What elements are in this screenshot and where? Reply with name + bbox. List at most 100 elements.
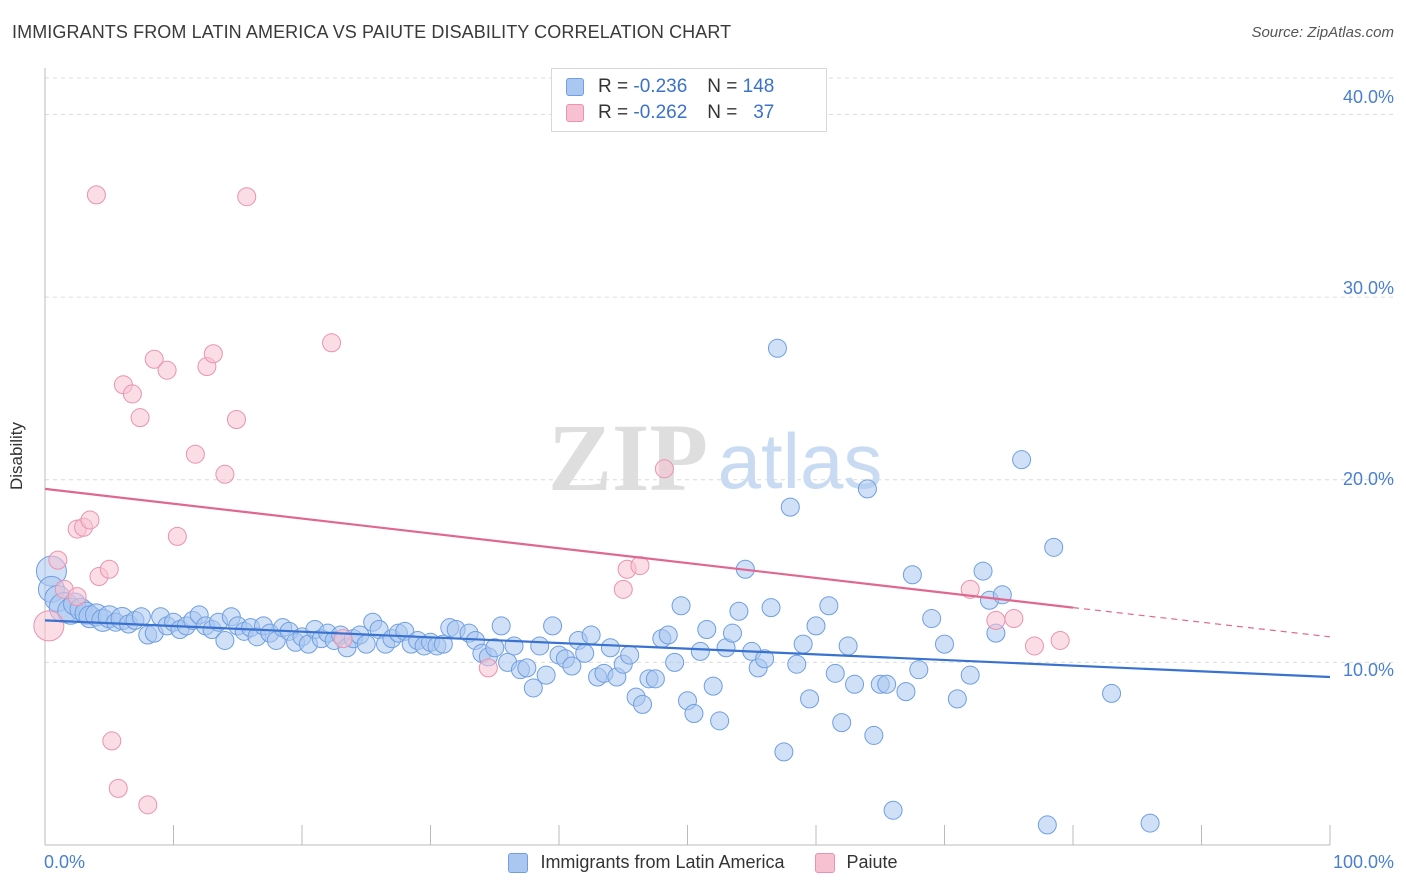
data-point [356,634,376,654]
data-point [433,634,453,654]
data-point [530,636,550,656]
legend-row-paiute: R = -0.262 N = 37 [566,102,774,124]
data-point [922,609,942,629]
data-point [478,658,498,678]
data-point [935,634,954,654]
legend-r-label: R = [598,102,629,123]
data-point [536,665,556,685]
data-point [1044,537,1064,557]
trend-lines [44,487,1331,679]
data-point [645,669,665,689]
data-point [864,725,884,745]
bottom-legend: Immigrants from Latin America Paiute [0,852,1406,873]
data-point [575,643,595,663]
legend-r-value: -0.262 [633,102,688,123]
bottom-legend-immigrants: Immigrants from Latin America [508,852,785,873]
data-point [697,620,717,640]
data-point [86,185,106,205]
y-tick-20: 20.0% [1342,469,1394,489]
legend-n-label: N = [707,102,738,123]
data-point [877,674,897,694]
bottom-legend-swatch-blue [508,852,529,873]
data-point [122,384,142,404]
chart-title: IMMIGRANTS FROM LATIN AMERICA VS PAIUTE … [12,22,732,42]
data-point [1024,636,1044,656]
data-point [322,333,342,353]
data-point [517,658,537,678]
trend-line-dashed-1 [1072,606,1331,638]
data-point [185,444,205,464]
data-point [138,795,158,815]
data-point [67,587,87,607]
y-tick-30: 30.0% [1342,278,1394,298]
data-point [620,645,640,665]
bottom-legend-paiute: Paiute [814,852,898,873]
data-point [710,711,730,731]
data-point [237,187,257,207]
data-point [806,616,826,636]
data-point [130,408,150,428]
data-point [947,689,967,709]
data-point [504,636,524,656]
legend-r-label: R = [598,76,629,97]
legend-n-value: 148 [742,76,775,97]
data-point [215,464,235,484]
data-point [157,360,177,380]
watermark-atlas: atlas [718,417,883,505]
data-point [1050,630,1070,650]
data-point [774,742,794,762]
data-point [108,778,128,798]
data-point [671,596,691,616]
legend-row-immigrants: R = -0.236 N = 148 [566,76,774,98]
data-point [1012,450,1032,470]
data-point [633,694,653,714]
data-point [883,800,903,820]
series-immigrants-points [35,338,1160,835]
data-point [48,550,68,570]
data-point [523,678,543,698]
data-point [581,625,601,645]
x-tick-max: 100.0% [1332,852,1394,872]
legend-n-label: N = [707,76,738,97]
data-point [729,601,749,621]
stats-legend: R = -0.236 N = 148 R = -0.262 N = 37 [551,68,827,132]
data-point [780,497,800,517]
data-point [491,616,511,636]
data-point [613,579,633,599]
legend-r-value: -0.236 [633,76,688,97]
data-point [787,654,807,674]
data-point [909,660,929,680]
x-tick-min: 0.0% [44,852,86,872]
data-point [819,596,839,616]
data-point [203,344,223,364]
source-label: Source: ZipAtlas.com [1251,24,1394,41]
data-point [1102,683,1122,703]
data-point [973,561,993,581]
data-point [960,665,980,685]
data-point [543,616,563,636]
series-paiute-points [33,185,1070,815]
data-point [832,713,852,733]
legend-swatch-blue [566,78,584,96]
data-point [226,409,246,429]
data-point [703,676,723,696]
watermark: ZIP atlas [548,404,882,511]
bottom-legend-label: Immigrants from Latin America [540,852,785,872]
data-point [722,623,742,643]
data-point [144,349,164,369]
data-point [167,526,187,546]
data-point [80,510,100,530]
data-point [800,689,820,709]
data-point [600,638,620,658]
y-tick-40: 40.0% [1342,87,1394,107]
y-tick-10: 10.0% [1342,660,1394,680]
data-point [654,459,674,479]
trend-line-0 [44,619,1331,679]
bottom-legend-swatch-pink [814,852,835,873]
data-point [485,638,505,658]
data-point [690,641,710,661]
data-point [767,338,787,358]
data-point [665,652,685,672]
data-point [761,598,781,618]
